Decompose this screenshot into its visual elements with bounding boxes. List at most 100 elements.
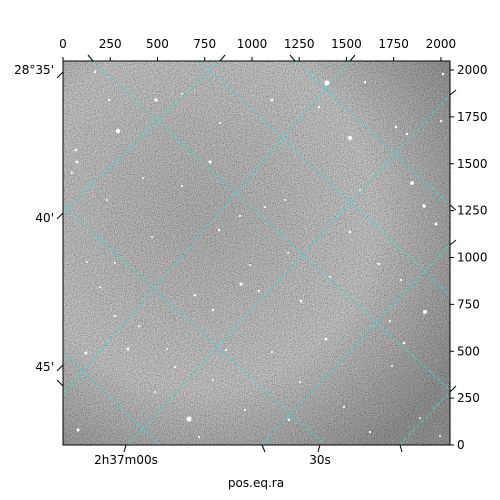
star-18 — [75, 160, 79, 164]
bottom-ra-tick-label-1: 30s — [309, 453, 331, 467]
star-59 — [299, 381, 301, 383]
star-9 — [423, 310, 427, 314]
world-tick-4 — [56, 71, 64, 79]
world-tick-marks — [56, 54, 457, 453]
star-20 — [217, 228, 221, 232]
world-tick-9 — [449, 239, 457, 246]
star-58 — [439, 435, 441, 437]
star-44 — [181, 93, 183, 95]
star-4 — [270, 98, 274, 102]
right-tick-label-8: 2000 — [457, 63, 488, 77]
star-67 — [219, 122, 221, 124]
star-38 — [348, 230, 352, 234]
top-pixel-axis: 0 250 500 750 1000 1250 1500 1750 2000 — [59, 37, 456, 61]
bottom-ra-tick-label-0: 2h37m00s — [94, 453, 158, 467]
star-26 — [399, 278, 403, 282]
grid-line-2 — [63, 351, 161, 445]
star-29 — [324, 337, 328, 341]
world-tick-6 — [56, 364, 64, 372]
left-dec-tick-label-1: 40' — [35, 211, 54, 225]
grid-line-1 — [63, 204, 326, 445]
top-tick-label-5: 1250 — [284, 37, 315, 51]
world-tick-0 — [123, 444, 127, 453]
star-24 — [299, 299, 303, 303]
grid-line-6 — [63, 61, 351, 396]
star-51 — [154, 391, 156, 393]
star-45 — [317, 105, 321, 109]
star-22 — [211, 308, 215, 312]
world-tick-13 — [219, 54, 226, 62]
world-tick-5 — [56, 212, 64, 220]
star-56 — [368, 430, 372, 434]
star-63 — [249, 264, 251, 266]
star-68 — [142, 177, 144, 179]
top-tick-label-7: 1750 — [378, 37, 409, 51]
star-15 — [93, 70, 97, 74]
star-field — [70, 70, 445, 439]
star-46 — [284, 199, 286, 201]
grid-line-5 — [63, 61, 221, 214]
left-dec-tick-label-2: 45' — [35, 360, 54, 374]
star-2 — [154, 98, 158, 102]
star-27 — [402, 341, 406, 345]
star-11 — [239, 282, 243, 286]
world-tick-14 — [289, 54, 296, 62]
star-14 — [76, 428, 80, 432]
star-32 — [166, 348, 168, 350]
star-42 — [441, 72, 445, 76]
sky-image — [63, 61, 450, 445]
top-tick-label-8: 2000 — [426, 37, 457, 51]
star-41 — [439, 119, 443, 123]
star-13 — [84, 351, 88, 355]
grid-line-9 — [399, 391, 450, 445]
right-tick-label-1: 250 — [457, 391, 480, 405]
world-tick-15 — [349, 54, 356, 62]
star-30 — [270, 350, 274, 354]
world-tick-8 — [449, 89, 457, 96]
star-3 — [347, 135, 353, 141]
right-tick-label-0: 0 — [457, 438, 465, 452]
grid-line-7 — [127, 94, 450, 445]
star-17 — [74, 148, 78, 152]
plot-frame — [62, 60, 451, 446]
grid-line-4 — [199, 61, 450, 296]
star-0 — [324, 80, 330, 86]
star-49 — [99, 286, 101, 288]
star-64 — [329, 276, 331, 278]
star-12 — [126, 347, 130, 351]
star-69 — [287, 252, 289, 254]
star-65 — [391, 365, 393, 367]
star-10 — [186, 416, 192, 422]
star-19 — [70, 171, 74, 175]
star-7 — [422, 204, 426, 208]
star-43 — [363, 80, 367, 84]
right-tick-label-5: 1250 — [457, 204, 488, 218]
top-tick-label-2: 500 — [146, 37, 169, 51]
star-21 — [193, 293, 197, 297]
world-tick-2 — [261, 444, 266, 453]
star-66 — [359, 189, 361, 191]
star-55 — [342, 405, 346, 409]
x-axis-title: pos.eq.ra — [228, 476, 284, 490]
star-48 — [86, 261, 88, 263]
top-tick-label-4: 1000 — [237, 37, 268, 51]
star-5 — [208, 160, 212, 164]
star-53 — [243, 408, 247, 412]
top-tick-label-0: 0 — [59, 37, 67, 51]
star-57 — [419, 417, 421, 419]
star-6 — [410, 181, 414, 185]
grid-line-8 — [261, 244, 450, 445]
right-pixel-axis: 0 250 500 750 1000 1250 1500 1750 2000 — [450, 63, 488, 452]
star-35 — [180, 184, 184, 188]
top-tick-label-1: 250 — [99, 37, 122, 51]
right-tick-label-2: 500 — [457, 344, 480, 358]
star-1 — [115, 128, 121, 134]
star-52 — [197, 435, 201, 439]
star-37 — [263, 205, 267, 209]
right-tick-label-7: 1750 — [457, 110, 488, 124]
world-tick-12 — [87, 54, 94, 62]
star-47 — [106, 199, 108, 201]
star-36 — [238, 214, 242, 218]
star-40 — [405, 132, 409, 136]
